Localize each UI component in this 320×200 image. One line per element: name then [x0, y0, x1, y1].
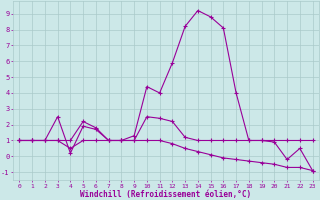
X-axis label: Windchill (Refroidissement éolien,°C): Windchill (Refroidissement éolien,°C) [80, 190, 252, 199]
